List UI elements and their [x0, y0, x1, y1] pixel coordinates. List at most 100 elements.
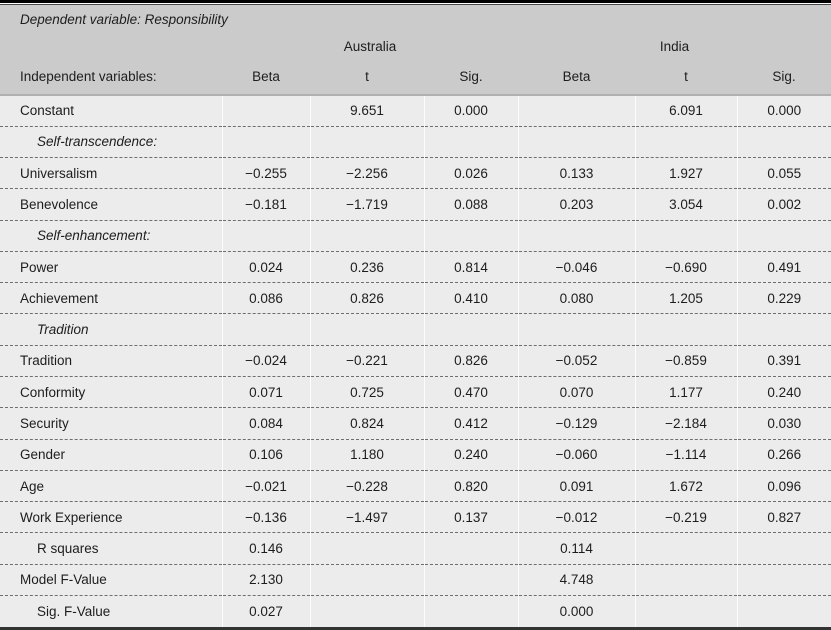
cell-value: 0.106	[221, 438, 310, 471]
row-label: Age	[0, 469, 222, 502]
row-label: Work Experience	[0, 501, 222, 533]
cell-value: 0.827	[736, 501, 831, 533]
cell-value	[221, 313, 310, 346]
table-top-rule-gap	[0, 3, 831, 4]
row-label: Model F-Value	[0, 563, 222, 596]
cell-value: −0.129	[517, 407, 635, 440]
table-caption: Dependent variable: Responsibility	[20, 11, 228, 27]
cell-value: 1.672	[634, 469, 737, 502]
cell-value: −0.228	[309, 469, 424, 502]
cell-value: 9.651	[309, 95, 424, 127]
cell-value	[423, 532, 518, 565]
cell-value: 0.824	[309, 407, 424, 440]
cell-value: −0.024	[221, 344, 310, 377]
cell-value	[634, 563, 737, 596]
table-row: Universalism −0.255 −2.256 0.026 0.133 1.927 0…	[0, 157, 831, 189]
cell-value: −0.221	[309, 344, 424, 377]
cell-value: 0.096	[736, 469, 831, 502]
cell-value: 0.000	[423, 95, 518, 127]
row-label: Sig. F-Value	[0, 595, 222, 627]
cell-value: 0.820	[423, 469, 518, 502]
table-row: R squares 0.146 0.114	[0, 532, 831, 565]
cell-value: 0.114	[517, 532, 635, 565]
cell-value: −0.012	[517, 501, 635, 533]
cell-value: 0.088	[423, 188, 518, 221]
cell-value: −0.136	[221, 501, 310, 533]
row-label: Benevolence	[0, 188, 222, 221]
cell-value	[634, 219, 737, 252]
cell-value: −0.052	[517, 344, 635, 377]
table-body: Constant 9.651 0.000 6.091 0.000 Self-transce…	[0, 95, 831, 627]
cell-value: −0.060	[517, 438, 635, 471]
group-header-spacer	[0, 33, 222, 59]
cell-value: 2.130	[221, 563, 310, 596]
table-row: Gender 0.106 1.180 0.240 −0.060 −1.114 0.266	[0, 438, 831, 471]
table-row: Sig. F-Value 0.027 0.000	[0, 595, 831, 627]
section-row: Tradition	[0, 313, 831, 346]
row-label: Universalism	[0, 157, 222, 189]
group-header-india: India	[659, 38, 690, 54]
cell-value: 0.071	[221, 376, 310, 408]
table-top-rule	[0, 0, 831, 3]
cell-value: 6.091	[634, 95, 737, 127]
table-header: Dependent variable: Responsibility Austr…	[0, 5, 831, 96]
group-header-australia: Australia	[343, 38, 397, 54]
cell-value	[736, 563, 831, 596]
cell-value: 0.826	[309, 282, 424, 314]
cell-value: 0.236	[309, 250, 424, 283]
cell-value: 0.055	[736, 157, 831, 189]
table-row: Tradition −0.024 −0.221 0.826 −0.052 −0.859 0.…	[0, 344, 831, 377]
cell-value: 0.070	[517, 376, 635, 408]
cell-value	[423, 595, 518, 627]
row-label: Conformity	[0, 376, 222, 408]
cell-value	[634, 125, 737, 158]
cell-value	[423, 219, 518, 252]
table-row: Achievement 0.086 0.826 0.410 0.080 1.205 0.22…	[0, 282, 831, 314]
cell-value: 0.084	[221, 407, 310, 440]
cell-value: 0.266	[736, 438, 831, 471]
cell-value: 0.410	[423, 282, 518, 314]
cell-value: 0.826	[423, 344, 518, 377]
cell-value: −0.046	[517, 250, 635, 283]
row-label: Tradition	[0, 313, 222, 346]
cell-value: 0.024	[221, 250, 310, 283]
cell-value: 0.391	[736, 344, 831, 377]
cell-value: 4.748	[517, 563, 635, 596]
row-label: R squares	[0, 532, 222, 565]
cell-value	[221, 125, 310, 158]
column-header-t-australia: t	[310, 59, 424, 96]
cell-value	[309, 563, 424, 596]
table-row: Benevolence −0.181 −1.719 0.088 0.203 3.054 0.…	[0, 188, 831, 221]
cell-value	[634, 313, 737, 346]
cell-value: 0.027	[221, 595, 310, 627]
cell-value	[736, 125, 831, 158]
cell-value: 0.725	[309, 376, 424, 408]
cell-value: −1.114	[634, 438, 737, 471]
cell-value: 0.146	[221, 532, 310, 565]
section-row: Self-enhancement:	[0, 219, 831, 252]
cell-value: −0.181	[221, 188, 310, 221]
cell-value	[517, 95, 635, 127]
cell-value: 0.137	[423, 501, 518, 533]
cell-value: 0.080	[517, 282, 635, 314]
cell-value: −1.719	[309, 188, 424, 221]
table-top-rule-inner	[0, 4, 831, 5]
column-header-sig-australia: Sig.	[424, 59, 518, 96]
regression-table: Dependent variable: Responsibility Austr…	[0, 5, 831, 627]
cell-value: −2.256	[309, 157, 424, 189]
cell-value	[423, 563, 518, 596]
table-row: Age −0.021 −0.228 0.820 0.091 1.672 0.096	[0, 469, 831, 502]
cell-value: −0.255	[221, 157, 310, 189]
cell-value: 0.240	[736, 376, 831, 408]
cell-value	[736, 532, 831, 565]
section-row: Self-transcendence:	[0, 125, 831, 158]
cell-value	[221, 219, 310, 252]
cell-value	[517, 125, 635, 158]
cell-value: 0.002	[736, 188, 831, 221]
column-header-t-india: t	[635, 59, 737, 96]
cell-value: 0.203	[517, 188, 635, 221]
table-row: Power 0.024 0.236 0.814 −0.046 −0.690 0.491	[0, 250, 831, 283]
row-label: Tradition	[0, 344, 222, 377]
table-row: Constant 9.651 0.000 6.091 0.000	[0, 95, 831, 127]
column-header-row: Independent variables: Beta t Sig. Beta …	[0, 59, 831, 96]
